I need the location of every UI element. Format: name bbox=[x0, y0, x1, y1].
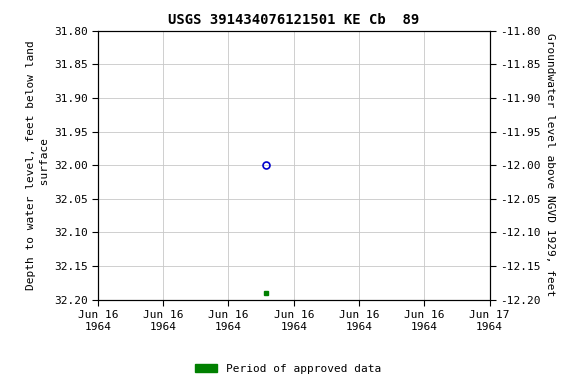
Title: USGS 391434076121501 KE Cb  89: USGS 391434076121501 KE Cb 89 bbox=[168, 13, 419, 27]
Legend: Period of approved data: Period of approved data bbox=[191, 359, 385, 379]
Y-axis label: Groundwater level above NGVD 1929, feet: Groundwater level above NGVD 1929, feet bbox=[545, 33, 555, 297]
Y-axis label: Depth to water level, feet below land
 surface: Depth to water level, feet below land su… bbox=[26, 40, 50, 290]
